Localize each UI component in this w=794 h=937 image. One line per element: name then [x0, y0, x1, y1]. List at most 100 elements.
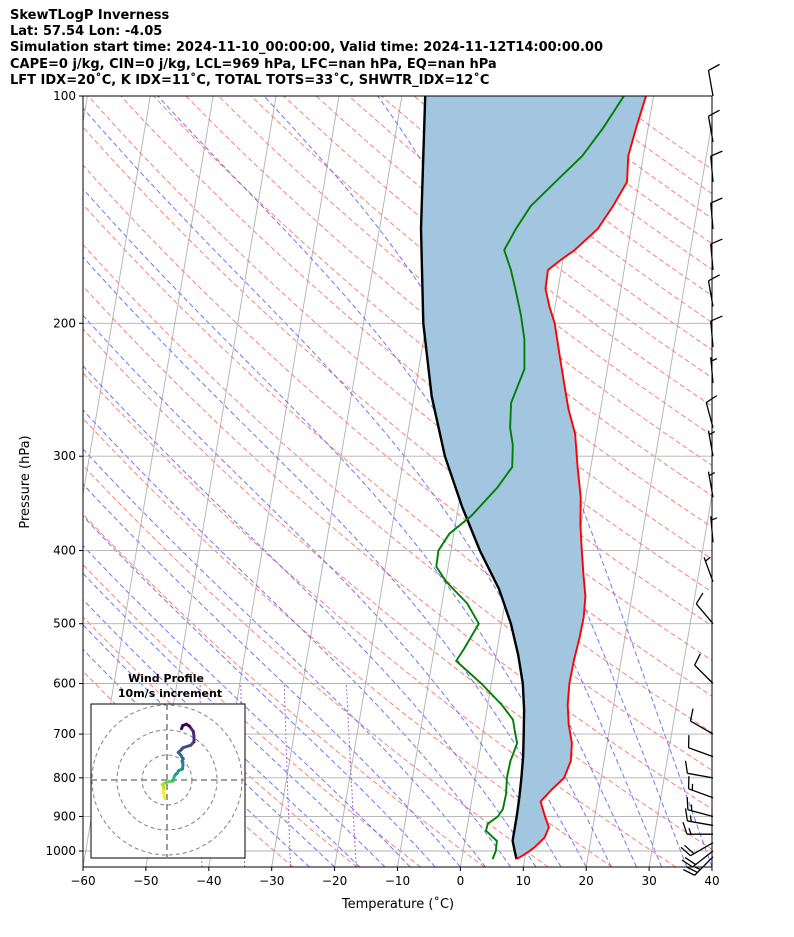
barb-feather: [685, 866, 698, 873]
barb-staff: [690, 720, 714, 735]
y-tick-label: 800: [53, 771, 76, 785]
barb-feather: [684, 808, 689, 822]
wind-barb: [682, 821, 713, 835]
barb-staff: [694, 856, 714, 876]
barb-feather: [710, 315, 723, 322]
barb-staff: [692, 850, 714, 868]
dry-adiabat-line: [83, 164, 712, 697]
wind-barb: [710, 315, 723, 348]
y-tick-label: 300: [53, 449, 76, 463]
dry-adiabat-line: [609, 96, 712, 171]
isotherm-line: [83, 96, 88, 125]
barb-staff: [710, 202, 714, 230]
barb-staff: [687, 772, 714, 779]
moist-adiabat-line: [83, 409, 512, 867]
barb-staff: [688, 788, 714, 799]
wind-barb: [695, 592, 714, 625]
barb-feather: [710, 197, 723, 204]
barb-feather: [682, 821, 688, 835]
wind-barb: [707, 471, 716, 498]
barb-staff: [687, 820, 714, 827]
wind-barb: [707, 430, 716, 457]
x-axis-label: Temperature (˚C): [341, 896, 454, 912]
wind-barb: [710, 357, 718, 384]
wind-barb: [703, 556, 714, 583]
hodograph-inset: Wind Profile 10m/s increment: [90, 672, 246, 859]
wind-barb: [686, 797, 714, 818]
x-tick-label: −60: [70, 874, 95, 888]
barb-half-feather: [705, 556, 711, 562]
barb-feather: [681, 859, 693, 868]
barb-feather: [683, 868, 695, 876]
time-line: Simulation start time: 2024-11-10_00:00:…: [10, 40, 603, 55]
dry-adiabat-line: [283, 96, 712, 437]
wind-barb: [707, 109, 720, 142]
dry-adiabat-line: [83, 464, 549, 867]
mixing-ratio-line: [345, 683, 357, 867]
barb-feather: [695, 592, 704, 605]
stability-line: CAPE=0 j/kg, CIN=0 j/kg, LCL=969 hPa, LF…: [10, 57, 497, 72]
x-tick-label: 40: [704, 874, 719, 888]
y-axis-ticks: 100 200 300 400 500 600 700 800 900 1000: [45, 89, 83, 858]
barb-staff: [710, 321, 714, 348]
barb-feather: [684, 844, 695, 855]
chart-title: SkewTLogP Inverness: [10, 8, 170, 23]
dry-adiabat-line: [83, 328, 712, 850]
hodograph-title-line2: 10m/s increment: [118, 687, 222, 700]
x-tick-label: −50: [133, 874, 158, 888]
x-axis-ticks: −60 −50 −40 −30 −20 −10 0 10 20 30 40: [70, 867, 720, 888]
moist-adiabat-line: [83, 448, 486, 867]
wind-barb: [705, 395, 718, 428]
dewpoint-line: [435, 96, 625, 860]
x-tick-label: 20: [579, 874, 594, 888]
barb-staff: [710, 244, 714, 271]
mixing-ratio-line: [283, 683, 292, 867]
barb-feather: [689, 708, 694, 722]
barb-feather: [686, 797, 689, 810]
index-line: LFT IDX=20˚C, K IDX=11˚C, TOTAL TOTS=33˚…: [10, 73, 490, 88]
dry-adiabat-line: [83, 417, 613, 867]
moist-adiabat-line: [83, 314, 562, 867]
wind-barb: [710, 516, 718, 543]
y-tick-label: 700: [53, 727, 76, 741]
barb-staff: [694, 664, 714, 684]
profiles: [419, 96, 647, 860]
moist-adiabat-line: [83, 572, 386, 867]
wind-barb: [707, 63, 720, 97]
y-tick-label: 200: [53, 316, 76, 330]
barb-feather: [684, 857, 697, 866]
y-axis-label: Pressure (hPa): [18, 435, 33, 528]
wind-barb: [689, 708, 714, 735]
barb-staff: [710, 516, 714, 543]
x-tick-label: −20: [322, 874, 347, 888]
barb-staff: [690, 842, 714, 857]
barb-staff: [703, 557, 714, 583]
location-line: Lat: 57.54 Lon: -4.05: [10, 24, 163, 39]
wind-barb: [684, 760, 714, 779]
wind-barb: [710, 197, 723, 230]
isotherm-line: [83, 96, 151, 498]
barb-half-feather: [688, 827, 692, 835]
barb-feather: [684, 760, 689, 774]
x-tick-label: −30: [259, 874, 284, 888]
barb-staff: [707, 430, 714, 457]
barb-feather: [708, 109, 720, 117]
y-tick-label: 500: [53, 617, 76, 631]
barb-half-feather: [710, 517, 718, 521]
wind-barb: [707, 274, 720, 307]
barb-feather: [680, 846, 691, 857]
barb-staff: [710, 156, 714, 183]
barb-staff: [687, 809, 714, 818]
barb-staff: [710, 357, 714, 384]
barb-staff: [707, 70, 714, 97]
barb-half-feather: [694, 866, 701, 871]
wind-barbs: [680, 63, 723, 876]
x-tick-label: 30: [641, 874, 656, 888]
barb-half-feather: [710, 358, 718, 362]
isotherm-line: [711, 864, 712, 867]
dry-adiabat-line: [83, 126, 712, 662]
isotherm-line: [271, 96, 403, 867]
x-tick-label: 10: [516, 874, 531, 888]
barb-feather: [694, 653, 701, 666]
